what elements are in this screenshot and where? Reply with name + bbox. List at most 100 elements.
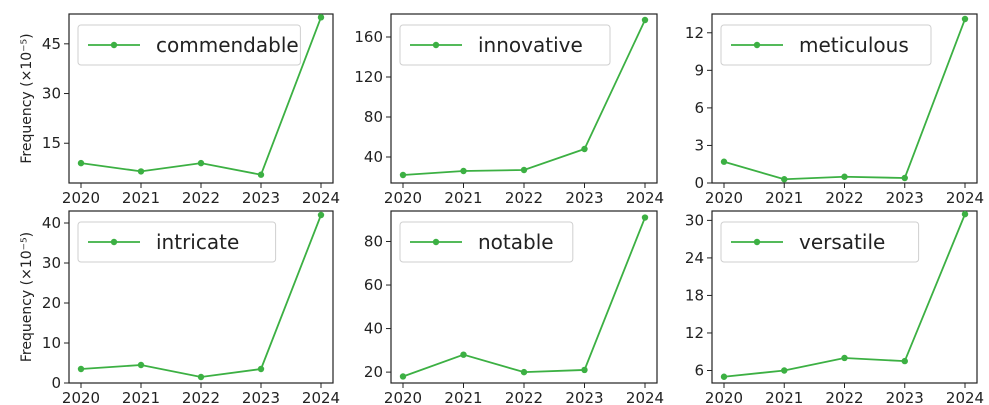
x-tick-label: 2023	[565, 389, 603, 405]
legend-label: meticulous	[799, 33, 909, 57]
data-point	[317, 14, 325, 21]
data-point	[317, 211, 325, 219]
data-point	[460, 351, 467, 358]
y-tick-label: 18	[685, 286, 704, 304]
y-tick-label: 0	[694, 174, 704, 192]
legend-label: innovative	[478, 33, 583, 57]
x-tick-label: 2020	[62, 389, 100, 405]
legend-box	[399, 221, 574, 263]
y-tick-label: 30	[685, 211, 704, 229]
data-point	[77, 365, 85, 373]
y-tick-label: 160	[354, 28, 383, 46]
y-tick-label: 60	[364, 276, 383, 294]
y-tick-label: 3	[694, 136, 704, 154]
legend-box	[399, 24, 611, 66]
subplot-innovative: 40 80 120 160 2020 2021 2022 2023 2024 innovative	[354, 13, 664, 207]
legend-marker	[110, 41, 118, 49]
data-point	[399, 171, 407, 179]
x-tick-label: 2022	[505, 189, 543, 207]
x-tick-label: 2024	[302, 189, 340, 207]
y-tick-label: 0	[51, 374, 61, 392]
subplot-notable: 20 40 60 80 2020 2021 2022 2023 2024 notable	[364, 210, 664, 405]
data-point	[197, 373, 205, 381]
y-tick-label: 10	[42, 334, 61, 352]
x-tick-label: 2023	[242, 189, 280, 207]
y-tick-label: 20	[364, 363, 383, 381]
data-point	[781, 367, 788, 374]
x-tick-label: 2020	[384, 189, 422, 207]
data-point	[137, 361, 145, 369]
x-tick-label: 2023	[242, 389, 280, 405]
legend-label: intricate	[156, 230, 239, 254]
x-tick-label: 2023	[886, 189, 924, 207]
y-tick-label: 30	[42, 254, 61, 272]
data-point	[901, 174, 908, 182]
y-tick-label: 80	[364, 232, 383, 250]
x-tick-label: 2022	[825, 189, 863, 207]
legend-box	[720, 221, 920, 263]
x-tick-label: 2022	[505, 389, 543, 405]
data-point	[720, 158, 728, 165]
legend-marker	[110, 238, 118, 246]
y-tick-label: 20	[42, 294, 61, 312]
x-tick-label: 2021	[765, 189, 803, 207]
x-tick-label: 2024	[302, 389, 340, 405]
data-point	[257, 171, 265, 178]
x-tick-label: 2021	[765, 389, 803, 405]
y-tick-label: 40	[364, 148, 383, 166]
legend-marker	[432, 238, 440, 246]
y-tick-label: 40	[42, 214, 61, 232]
x-tick-label: 2021	[122, 389, 160, 405]
x-tick-label: 2021	[122, 189, 160, 207]
legend-box	[720, 24, 932, 66]
y-tick-label: 30	[42, 85, 61, 103]
data-point	[781, 176, 788, 183]
data-point	[901, 357, 908, 365]
subplot-commendable: 15 30 45 2020 2021 2022 2023 2024 commendable Fre…	[19, 13, 340, 207]
data-point	[197, 159, 205, 167]
x-tick-label: 2024	[626, 189, 664, 207]
y-tick-label: 6	[694, 99, 704, 117]
y-tick-label: 45	[42, 35, 61, 53]
y-tick-label: 24	[685, 249, 704, 267]
x-tick-label: 2020	[705, 389, 743, 405]
x-tick-label: 2020	[62, 189, 100, 207]
x-tick-label: 2022	[825, 389, 863, 405]
subplot-meticulous: 0 3 6 9 12 2020 2021 2022 2023 2024 meticulous	[685, 13, 984, 207]
legend-box	[77, 221, 277, 263]
legend-label: notable	[478, 230, 554, 254]
y-tick-label: 120	[354, 68, 383, 86]
x-tick-label: 2021	[444, 189, 482, 207]
x-tick-label: 2022	[182, 189, 220, 207]
y-tick-label: 9	[694, 61, 704, 79]
y-tick-label: 80	[364, 108, 383, 126]
data-point	[520, 368, 528, 376]
data-point	[520, 166, 528, 174]
y-axis-label: Frequency (×10⁻⁵)	[19, 232, 35, 362]
legend-box	[77, 24, 301, 66]
y-tick-label: 6	[694, 361, 704, 379]
y-tick-label: 12	[685, 24, 704, 42]
legend-marker	[753, 238, 761, 246]
data-point	[841, 173, 848, 180]
data-point	[581, 145, 588, 153]
data-point	[77, 159, 85, 167]
x-tick-label: 2020	[705, 189, 743, 207]
legend-label: versatile	[799, 230, 885, 254]
x-tick-label: 2024	[946, 389, 984, 405]
data-point	[460, 167, 467, 175]
data-point	[399, 373, 407, 380]
x-tick-label: 2020	[384, 389, 422, 405]
data-point	[137, 168, 145, 175]
x-tick-label: 2024	[626, 389, 664, 405]
data-point	[961, 210, 969, 218]
x-tick-label: 2023	[886, 389, 924, 405]
x-tick-label: 2022	[182, 389, 220, 405]
y-tick-label: 40	[364, 320, 383, 338]
y-tick-label: 12	[685, 324, 704, 342]
legend-marker	[753, 41, 761, 49]
data-point	[641, 214, 649, 221]
y-axis-label: Frequency (×10⁻⁵)	[19, 33, 35, 163]
data-point	[720, 373, 728, 380]
